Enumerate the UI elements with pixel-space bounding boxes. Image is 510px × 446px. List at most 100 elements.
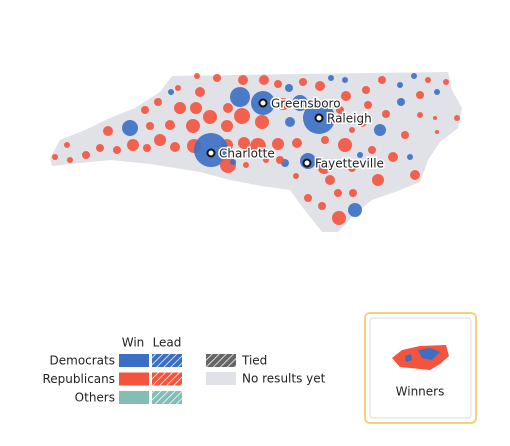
county-bubble: [64, 142, 70, 148]
city-label: Fayetteville: [315, 157, 384, 171]
lead-swatch: [152, 391, 182, 404]
city-marker: [258, 98, 268, 108]
county-bubble: [230, 87, 250, 107]
county-bubble: [170, 142, 180, 152]
legend-label: Tied: [241, 354, 267, 368]
lead-swatch: [152, 354, 182, 367]
county-bubble: [425, 77, 431, 83]
county-bubble: [328, 75, 334, 81]
county-bubble: [234, 108, 250, 124]
county-bubble: [103, 126, 113, 136]
county-bubble: [143, 144, 151, 152]
win-swatch: [119, 391, 149, 404]
legend-label: Republicans: [43, 372, 116, 386]
county-bubble: [348, 164, 356, 172]
county-bubble: [203, 110, 217, 124]
county-bubble: [277, 98, 289, 110]
county-bubble: [349, 127, 355, 133]
county-bubble: [274, 80, 282, 88]
county-bubble: [243, 162, 249, 168]
county-bubble: [332, 211, 346, 225]
legend-header: Lead: [153, 336, 182, 350]
county-bubble: [82, 151, 90, 159]
county-bubble: [454, 115, 460, 121]
county-bubble: [276, 156, 284, 164]
county-bubble: [368, 146, 376, 154]
thumbnail-map: [405, 348, 440, 362]
county-bubble: [357, 117, 367, 127]
county-bubble: [364, 101, 372, 109]
county-bubble: [285, 84, 293, 92]
county-bubble: [96, 144, 104, 152]
county-bubble: [190, 102, 202, 114]
county-bubble: [250, 138, 266, 154]
county-bubble: [292, 95, 308, 111]
county-bubble: [175, 85, 181, 91]
city-label: Charlotte: [219, 147, 275, 161]
county-bubble: [238, 75, 248, 85]
county-bubble: [318, 162, 330, 174]
county-bubble: [299, 78, 307, 86]
county-bubble: [342, 77, 348, 83]
county-bubble: [304, 194, 312, 202]
winners-button[interactable]: Winners: [364, 312, 477, 424]
county-bubble: [146, 122, 154, 130]
no-results-swatch: [206, 372, 236, 385]
county-bubble: [348, 203, 362, 217]
county-bubble: [336, 106, 344, 114]
city-marker: [314, 113, 324, 123]
county-bubble: [325, 175, 335, 185]
county-bubble: [255, 115, 269, 129]
county-bubble: [372, 174, 384, 186]
county-bubble: [341, 91, 351, 101]
county-bubble: [321, 136, 329, 144]
city-label: Raleigh: [327, 112, 372, 126]
legend: Democrats Republicans Others: [43, 354, 182, 405]
county-bubble: [374, 124, 386, 136]
county-bubble: [52, 154, 58, 160]
county-bubble: [362, 86, 370, 94]
county-bubble: [397, 98, 405, 106]
county-bubbles: [52, 73, 460, 225]
county-bubble: [382, 110, 390, 118]
county-bubble: [230, 159, 236, 165]
county-bubble: [174, 102, 186, 114]
county-bubble: [272, 138, 284, 150]
legend-header: Win: [122, 336, 145, 350]
legend-label: Democrats: [50, 354, 116, 368]
county-bubble: [434, 89, 440, 95]
county-bubble: [122, 120, 138, 136]
county-bubble: [213, 74, 221, 82]
county-bubble: [315, 81, 325, 91]
county-bubble: [416, 91, 424, 99]
county-bubble: [223, 103, 233, 113]
county-bubble: [186, 119, 200, 133]
county-bubble: [67, 157, 73, 163]
tied-swatch: [206, 354, 236, 367]
county-bubble: [334, 189, 342, 197]
lead-swatch: [152, 372, 182, 386]
county-bubble: [221, 120, 233, 132]
county-bubble: [401, 131, 409, 139]
county-bubble: [238, 137, 250, 149]
county-bubble: [318, 202, 326, 210]
county-bubble: [417, 112, 423, 118]
county-bubble: [113, 146, 121, 154]
city-marker: [302, 158, 312, 168]
county-bubble: [397, 82, 403, 88]
county-bubble: [433, 116, 437, 120]
win-swatch: [119, 354, 149, 367]
county-bubble: [388, 152, 398, 162]
county-bubble: [285, 117, 295, 127]
county-bubble: [338, 138, 352, 152]
county-bubble: [165, 120, 175, 130]
win-swatch: [119, 372, 149, 386]
county-bubble: [263, 157, 269, 163]
button-label[interactable]: Winners: [396, 385, 445, 399]
county-bubble: [141, 106, 149, 114]
county-bubble: [195, 87, 205, 97]
county-bubble: [410, 170, 420, 180]
